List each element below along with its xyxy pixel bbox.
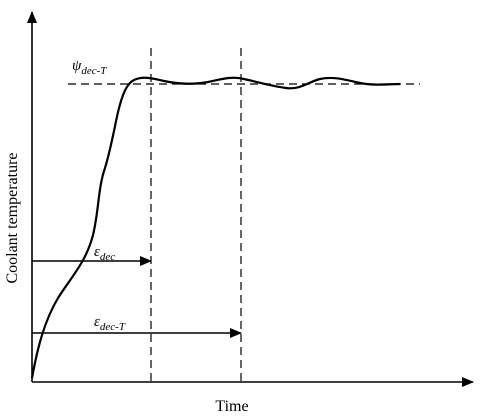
interval-short-label: εdec	[94, 244, 115, 263]
temperature-curve	[30, 76, 401, 379]
setpoint-symbol: ψ	[72, 58, 82, 74]
setpoint-label: ψdec-T	[72, 58, 107, 77]
interval-long-symbol: ε	[94, 314, 100, 330]
setpoint-subscript: dec-T	[81, 65, 107, 77]
x-axis-label: Time	[215, 398, 248, 415]
interval-short-subscript: dec	[100, 251, 115, 263]
interval-long-subscript: dec-T	[100, 321, 126, 333]
interval-long-label: εdec-T	[94, 314, 126, 333]
y-axis-label: Coolant temperature	[4, 152, 21, 283]
interval-short-symbol: ε	[94, 244, 100, 260]
